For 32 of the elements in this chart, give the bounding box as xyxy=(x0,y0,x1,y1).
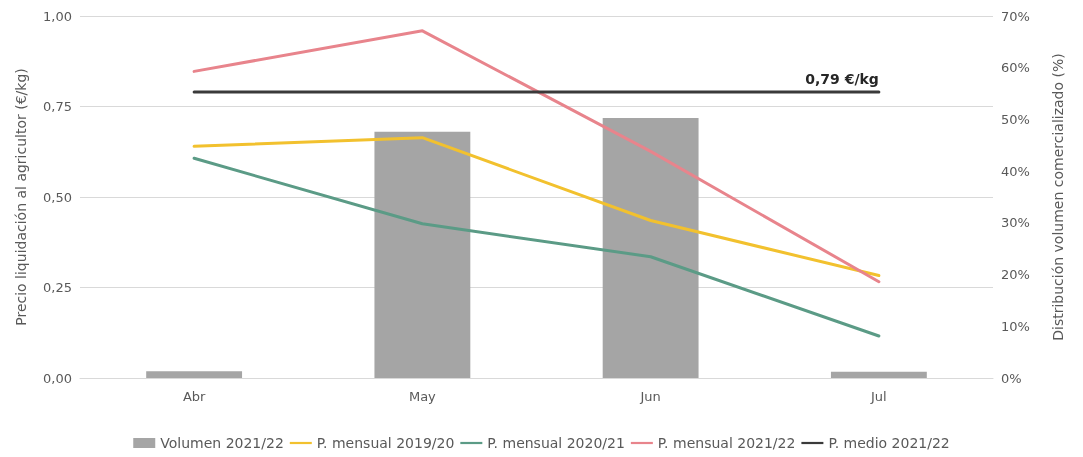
y-axis-title: Precio liquidación al agricultor (€/kg) xyxy=(13,68,29,326)
y2-axis-title: Distribución volumen comercializado (%) xyxy=(1050,53,1066,341)
y2-tick-label: 10% xyxy=(1001,318,1030,334)
bar xyxy=(830,371,927,378)
y-tick-label: 0,25 xyxy=(43,280,72,295)
legend-label: P. mensual 2021/22 xyxy=(657,435,796,451)
y2-tick-label: 0% xyxy=(1001,370,1022,386)
legend-label: P. medio 2021/22 xyxy=(828,435,950,451)
y2-tick-label: 70% xyxy=(1001,8,1030,24)
bar xyxy=(146,371,243,378)
bar xyxy=(374,131,471,378)
line-series xyxy=(192,29,881,284)
y-tick-label: 0,50 xyxy=(43,189,72,205)
bar xyxy=(602,117,699,378)
y-tick-label: 1,00 xyxy=(43,8,72,24)
y2-tick-label: 60% xyxy=(1001,60,1030,76)
line-series xyxy=(192,136,881,278)
x-tick-label: Abr xyxy=(182,389,207,404)
legend-label: Volumen 2021/22 xyxy=(160,435,284,451)
y2-tick-label: 50% xyxy=(1001,111,1030,127)
y-tick-label: 0,75 xyxy=(43,99,72,114)
annotation: 0,79 €/kg xyxy=(805,71,879,88)
y2-tick-label: 40% xyxy=(1001,163,1030,179)
legend-label: P. mensual 2019/20 xyxy=(316,435,455,451)
line-series xyxy=(192,156,881,338)
y-tick-label: 0,00 xyxy=(43,370,72,386)
x-tick-label: Jul xyxy=(870,389,887,404)
x-tick-label: Jun xyxy=(639,389,661,404)
y2-tick-label: 30% xyxy=(1001,215,1030,231)
legend-label: P. mensual 2020/21 xyxy=(487,435,625,451)
x-tick-label: May xyxy=(408,389,437,404)
y2-tick-label: 20% xyxy=(1001,267,1030,283)
